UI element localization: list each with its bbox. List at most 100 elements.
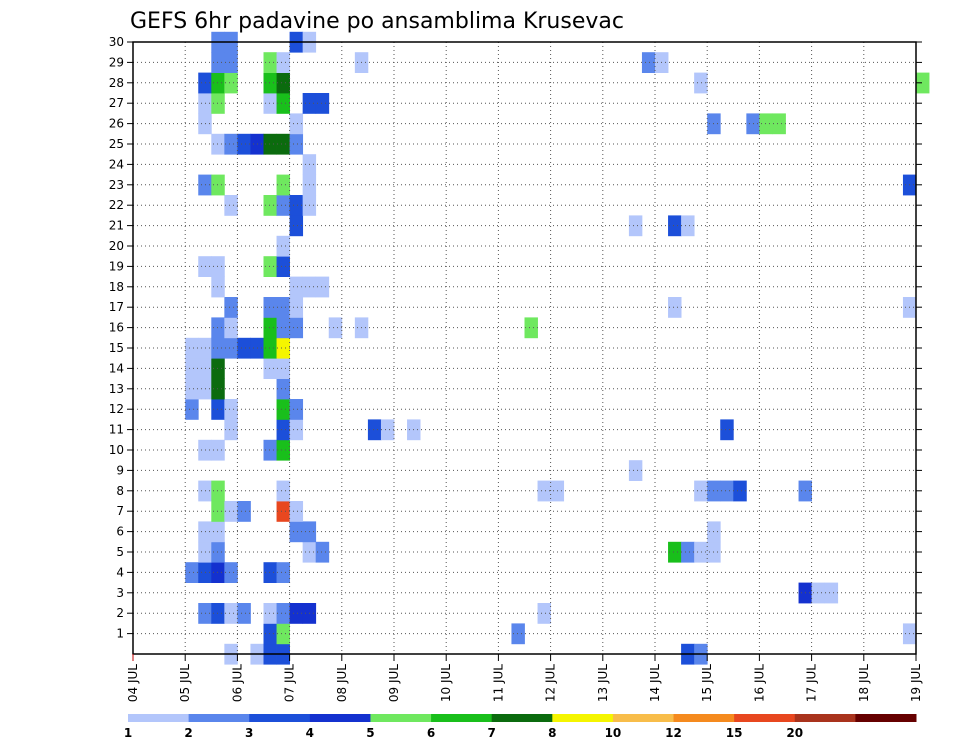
heatmap-cell [759, 113, 773, 135]
heatmap-cell [772, 113, 786, 135]
colorbar-swatch [612, 714, 675, 722]
heatmap-cell [276, 439, 290, 461]
heatmap-cell [628, 215, 643, 237]
y-tick-label: 20 [109, 239, 124, 253]
heatmap-cell [237, 133, 251, 155]
y-tick-label: 21 [109, 219, 124, 233]
heatmap-cell [211, 521, 225, 543]
heatmap-cell [276, 174, 290, 196]
colorbar-label: 20 [786, 726, 803, 740]
heatmap-cell [211, 358, 225, 379]
y-axis: 1234567891011121314151617181920212223242… [109, 35, 922, 641]
heatmap-cell [276, 501, 290, 522]
heatmap-cell [289, 113, 304, 135]
colorbar-label: 7 [488, 726, 496, 740]
heatmap-cell [185, 378, 199, 400]
heatmap-cell [211, 541, 225, 563]
colorbar-swatch [431, 714, 493, 722]
heatmap-cell [694, 480, 708, 502]
heatmap-cell [668, 215, 682, 237]
colorbar-swatch [673, 714, 735, 722]
y-tick-label: 9 [116, 463, 124, 477]
heatmap-cell [263, 52, 277, 73]
heatmap-cell [276, 562, 290, 583]
heatmap-cell [263, 623, 277, 645]
y-tick-label: 14 [109, 361, 124, 375]
heatmap-cell [224, 52, 238, 73]
heatmap-cell [198, 562, 212, 583]
x-tick-label: 07 JUL [283, 664, 297, 702]
y-tick-label: 23 [109, 178, 124, 192]
y-tick-label: 25 [109, 137, 124, 151]
heatmap-cell [276, 93, 290, 114]
heatmap-cell [224, 562, 238, 583]
heatmap-cell [211, 72, 225, 94]
colorbar-swatch [188, 714, 250, 722]
heatmap-cell [224, 297, 238, 318]
y-tick-label: 3 [116, 586, 124, 600]
x-tick-label: 18 JUL [857, 664, 871, 702]
heatmap-cell [641, 52, 656, 73]
heatmap-cell [198, 93, 212, 114]
heatmap-cell [276, 235, 290, 257]
heatmap-cell [276, 337, 290, 359]
heatmap-cell [720, 419, 734, 441]
colorbar-label: 12 [665, 726, 682, 740]
y-tick-label: 7 [116, 504, 124, 518]
heatmap-cell [328, 317, 343, 339]
colorbar-label: 5 [366, 726, 374, 740]
heatmap-cell [537, 480, 551, 502]
colorbar-label: 3 [245, 726, 253, 740]
heatmap-cell [211, 133, 225, 155]
heatmap-cell [289, 133, 304, 155]
heatmap-cell [263, 133, 277, 155]
colorbar-swatch [855, 714, 917, 722]
colorbar-swatch [734, 714, 796, 722]
heatmap-cell [198, 378, 212, 400]
heatmap-cell [224, 337, 238, 359]
y-tick-label: 11 [109, 423, 124, 437]
colorbar-label: 4 [306, 726, 314, 740]
heatmap-cell [276, 133, 290, 155]
heatmap-cell [263, 256, 277, 277]
heatmap-cell [198, 480, 212, 502]
heatmap-cell [380, 419, 395, 441]
y-tick-label: 6 [116, 525, 124, 539]
colorbar-swatch [128, 714, 190, 722]
colorbar: 1 2 3 4 5 6 7 8 10 12 15 20 [124, 714, 917, 740]
y-tick-label: 5 [116, 545, 124, 559]
heatmap-cell [694, 541, 708, 563]
heatmap-cell [211, 439, 225, 461]
heatmap-cell [276, 603, 290, 624]
colorbar-label: 2 [184, 726, 192, 740]
heatmap-cell [211, 93, 225, 114]
heatmap-cell [668, 541, 682, 563]
heatmap-cell [185, 337, 199, 359]
heatmap-cell [824, 582, 839, 604]
heatmap-cell [224, 72, 238, 94]
heatmap-cell [289, 195, 304, 216]
colorbar-label: 1 [124, 726, 132, 740]
chart-title: GEFS 6hr padavine po ansamblima Krusevac [130, 9, 624, 34]
y-tick-label: 29 [109, 55, 124, 69]
heatmap-cell [276, 419, 290, 441]
colorbar-label: 8 [548, 726, 556, 740]
colorbar-swatch [249, 714, 311, 722]
heatmap-cell [198, 256, 212, 277]
y-tick-label: 28 [109, 76, 124, 90]
heatmap-cell [237, 603, 251, 624]
y-tick-label: 22 [109, 198, 124, 212]
heatmap-cell [198, 174, 212, 196]
heatmap-cell [263, 93, 277, 114]
x-tick-label: 04 JUL [126, 664, 140, 702]
heatmap-cell [720, 480, 734, 502]
heatmap-cell [289, 521, 304, 543]
heatmap-cell [224, 195, 238, 216]
heatmap-cell [185, 399, 199, 420]
heatmap-cell [263, 562, 277, 583]
heatmap-cell [681, 541, 695, 563]
x-tick-label: 05 JUL [178, 664, 192, 702]
x-tick-label: 16 JUL [752, 664, 766, 702]
heatmap-cell [289, 399, 304, 420]
